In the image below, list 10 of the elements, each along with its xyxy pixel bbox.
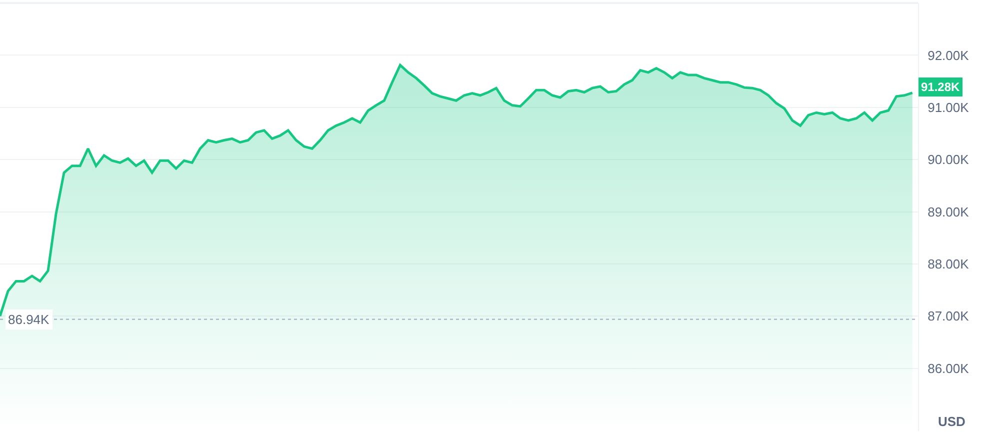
y-axis-title: USD (938, 414, 966, 429)
y-tick-label: 88.00K (928, 256, 970, 272)
y-tick-label: 86.00K (928, 360, 970, 376)
y-tick-label: 87.00K (928, 308, 970, 324)
y-tick-label: 92.00K (928, 48, 970, 63)
y-tick-label: 89.00K (928, 204, 970, 220)
y-tick-label: 91.00K (928, 100, 970, 115)
text: 91.28K (921, 80, 960, 94)
y-tick-label: 90.00K (928, 152, 970, 168)
ref-line-label: 86.94K (8, 312, 50, 327)
